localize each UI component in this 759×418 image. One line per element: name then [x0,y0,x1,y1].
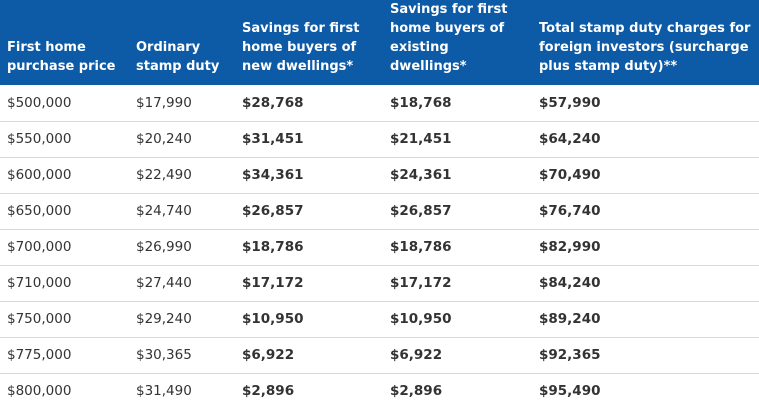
cell-savings-new: $34,361 [235,157,383,194]
cell-savings-new: $28,768 [235,85,383,122]
cell-savings-new: $10,950 [235,301,383,338]
cell-foreign-total: $84,240 [532,265,759,302]
cell-savings-new: $2,896 [242,383,295,400]
cell-savings-new: $31,451 [235,121,383,158]
cell-ordinary-stamp-duty: $20,240 [129,121,235,158]
table-row: $700,000 $26,990 $18,786 $18,786 $82,990 [0,229,759,266]
table-row: $750,000 $29,240 $10,950 $10,950 $89,240 [0,301,759,338]
cell-ordinary-stamp-duty: $24,740 [129,193,235,230]
cell-savings-new: $18,786 [235,229,383,266]
cell-purchase-price: $650,000 [0,193,129,230]
header-savings-existing-dwellings: Savings for first home buyers of existin… [383,0,532,85]
table-row: $800,000 $31,490 $2,896 $2,896 $95,490 [0,373,759,409]
cell-purchase-price: $500,000 [0,85,129,122]
cell-savings-existing: $18,768 [383,85,532,122]
cell-savings-new: $6,922 [235,337,383,374]
cell-purchase-price: $775,000 [0,337,129,374]
cell-savings-existing: $26,857 [383,193,532,230]
cell-ordinary-stamp-duty: $26,990 [129,229,235,266]
cell-savings-existing: $18,786 [383,229,532,266]
cell-savings-existing: $17,172 [383,265,532,302]
header-purchase-price: First home purchase price [0,0,129,85]
cell-savings-existing: $21,451 [383,121,532,158]
cell-savings-new: $17,172 [235,265,383,302]
header-savings-new-dwellings: Savings for first home buyers of new dwe… [235,0,383,85]
cell-purchase-price: $600,000 [0,157,129,194]
header-row: First home purchase price Ordinary stamp… [0,0,759,85]
cell-foreign-total: $57,990 [532,85,759,122]
table-row: $550,000 $20,240 $31,451 $21,451 $64,240 [0,121,759,158]
table-row: $775,000 $30,365 $6,922 $6,922 $92,365 [0,337,759,374]
cell-ordinary-stamp-duty: $29,240 [129,301,235,338]
stamp-duty-table: First home purchase price Ordinary stamp… [0,0,759,409]
cell-purchase-price: $700,000 [0,229,129,266]
cell-savings-existing: $6,922 [383,337,532,374]
cell-foreign-total: $76,740 [532,193,759,230]
cell-savings-new: $26,857 [235,193,383,230]
cell-savings-existing: $10,950 [383,301,532,338]
cell-purchase-price: $800,000 [7,383,72,400]
cell-ordinary-stamp-duty: $31,490 [136,383,192,400]
cell-purchase-price: $750,000 [0,301,129,338]
cell-ordinary-stamp-duty: $27,440 [129,265,235,302]
header-ordinary-stamp-duty: Ordinary stamp duty [129,0,235,85]
header-foreign-investor-charges: Total stamp duty charges for foreign inv… [532,0,759,85]
cell-ordinary-stamp-duty: $22,490 [129,157,235,194]
table-body: $500,000 $17,990 $28,768 $18,768 $57,990… [0,85,759,409]
cell-ordinary-stamp-duty: $30,365 [129,337,235,374]
table-row: $710,000 $27,440 $17,172 $17,172 $84,240 [0,265,759,302]
cell-foreign-total: $92,365 [532,337,759,374]
cell-foreign-total: $64,240 [532,121,759,158]
table-header: First home purchase price Ordinary stamp… [0,0,759,85]
cell-purchase-price: $710,000 [0,265,129,302]
cell-purchase-price: $550,000 [0,121,129,158]
table-row: $600,000 $22,490 $34,361 $24,361 $70,490 [0,157,759,194]
cell-ordinary-stamp-duty: $17,990 [129,85,235,122]
cell-savings-existing: $24,361 [383,157,532,194]
table-row: $650,000 $24,740 $26,857 $26,857 $76,740 [0,193,759,230]
cell-foreign-total: $89,240 [532,301,759,338]
cell-foreign-total: $82,990 [532,229,759,266]
cell-savings-existing: $2,896 [390,383,443,400]
cell-foreign-total: $70,490 [532,157,759,194]
table-row: $500,000 $17,990 $28,768 $18,768 $57,990 [0,85,759,122]
cell-foreign-total: $95,490 [539,383,601,400]
